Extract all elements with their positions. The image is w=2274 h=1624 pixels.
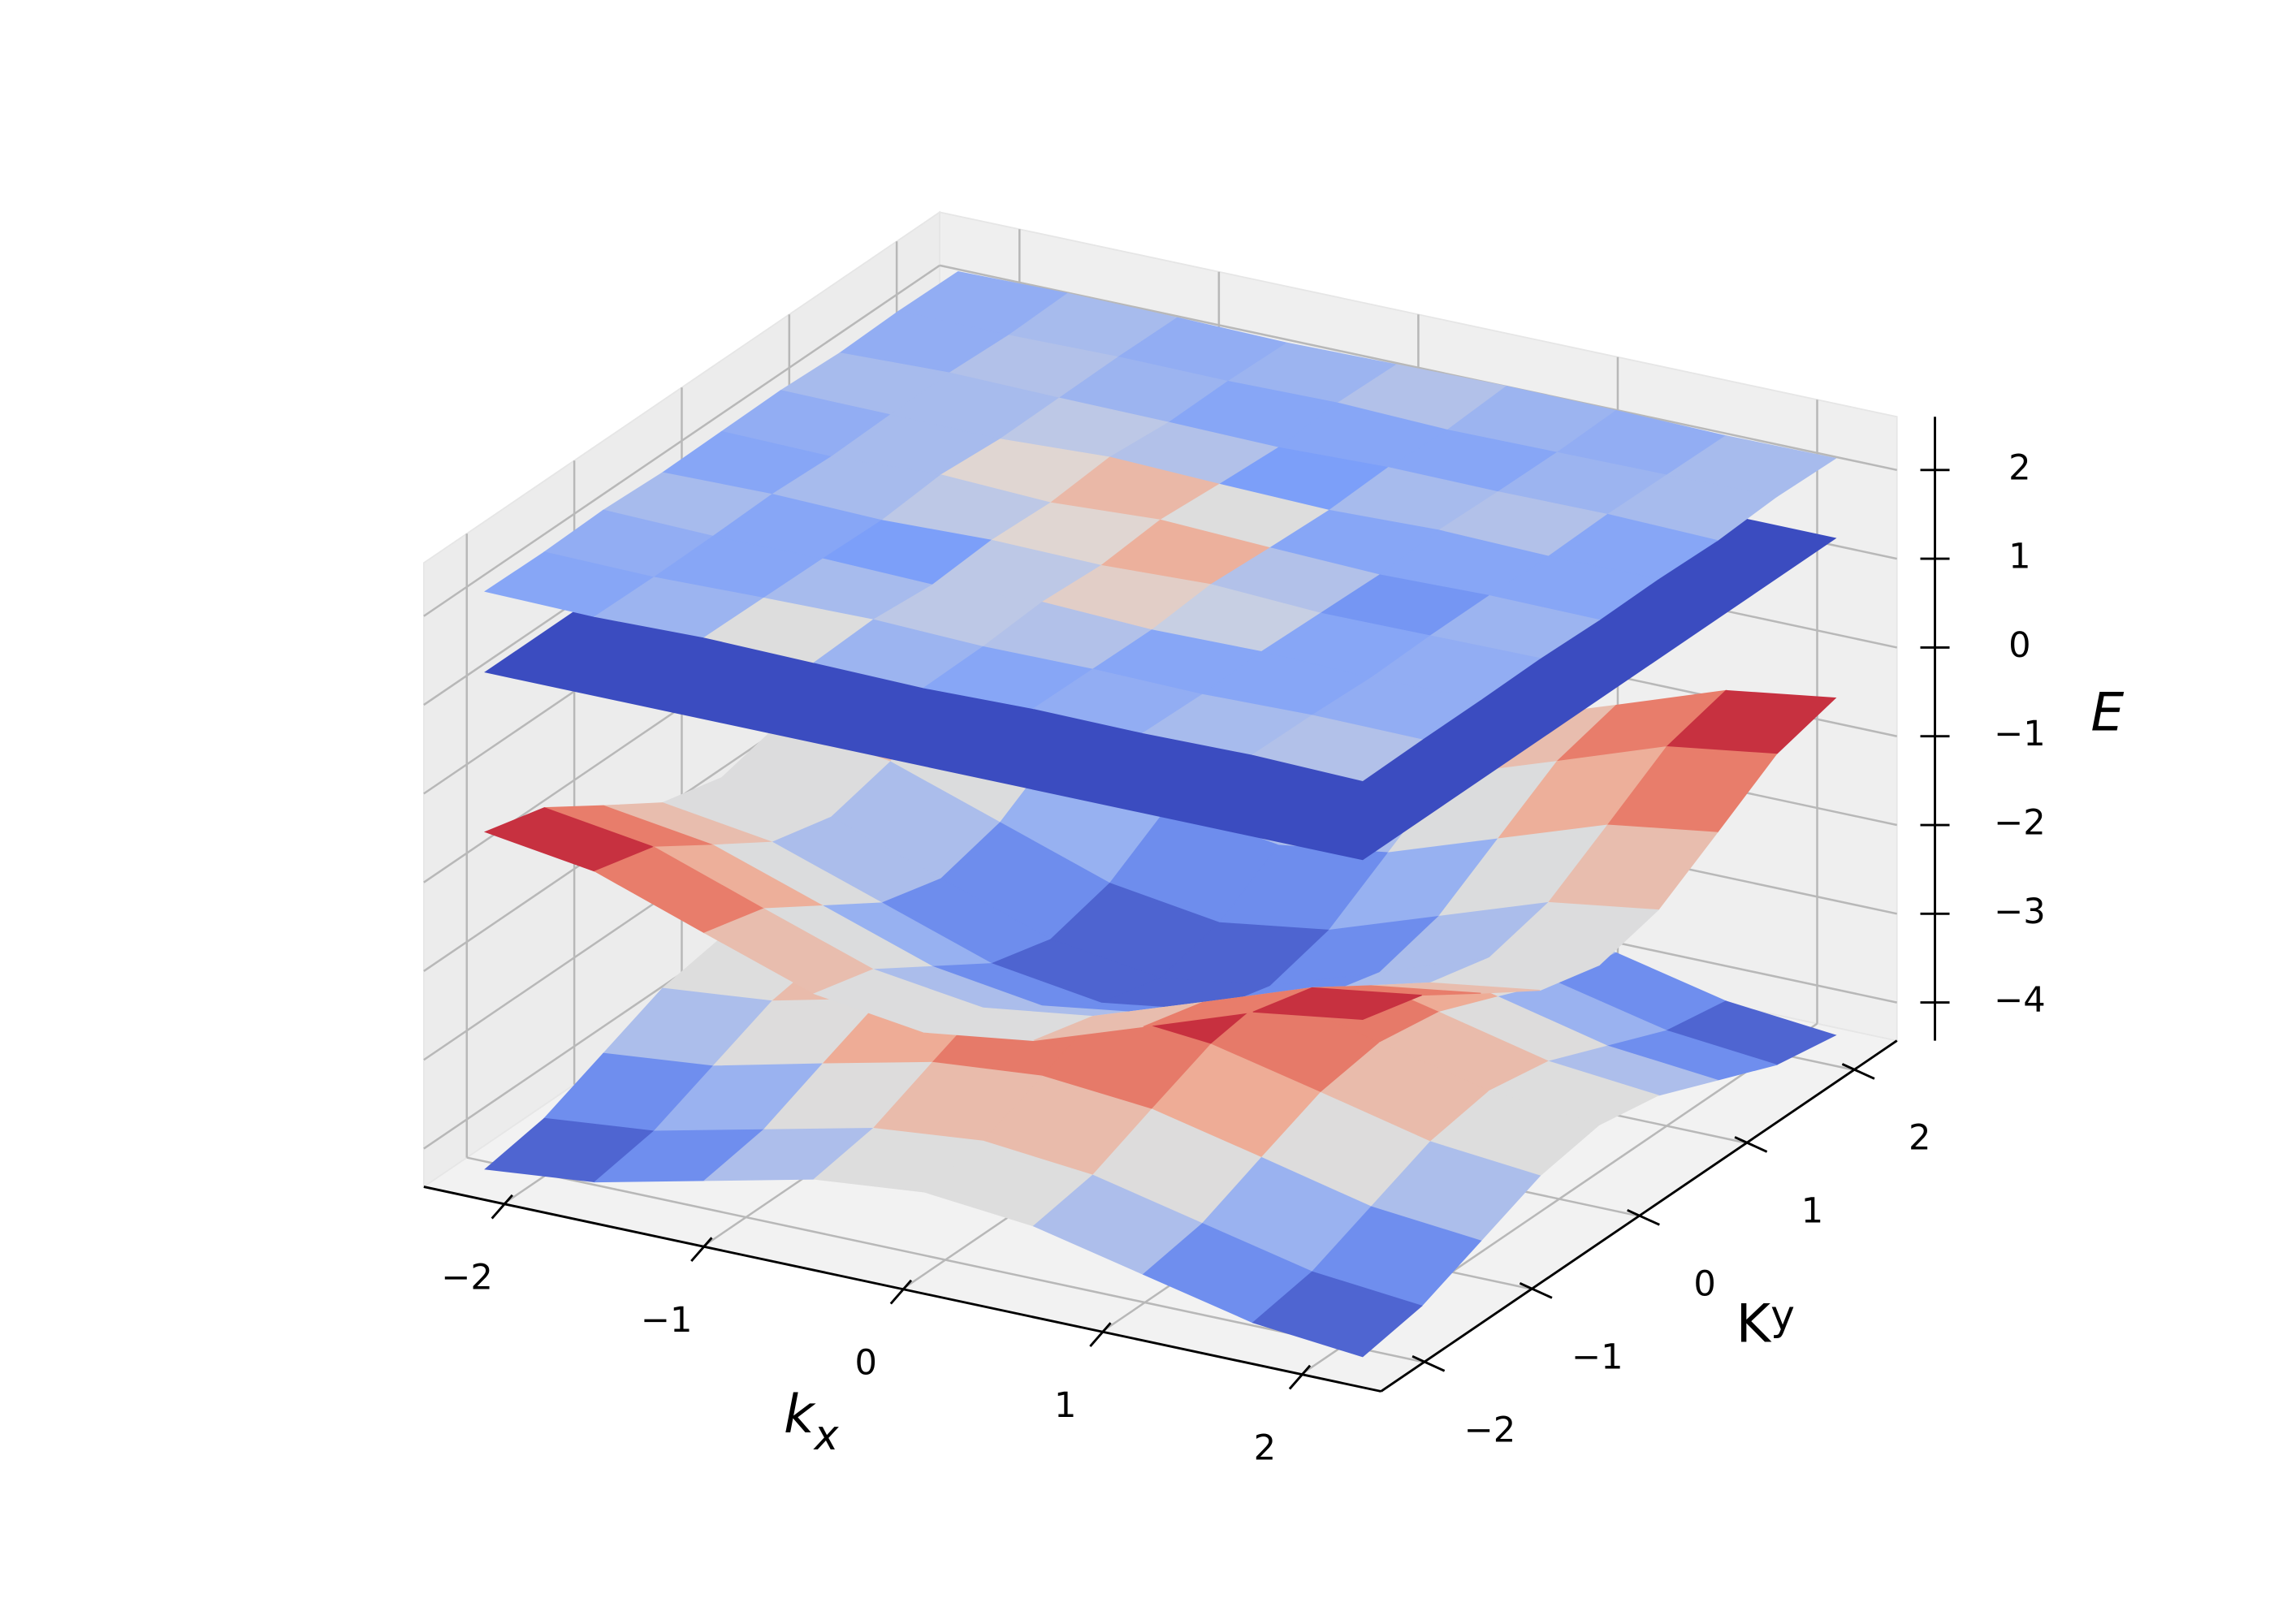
- x-label-base: k: [784, 1384, 816, 1445]
- x-axis-label: kx: [784, 1384, 840, 1458]
- y-tick: [1841, 1063, 1875, 1080]
- x-tick-label: −1: [641, 1300, 693, 1341]
- x-tick: [1288, 1364, 1312, 1390]
- z-tick-label: 2: [2008, 447, 2030, 488]
- y-tick: [1734, 1136, 1768, 1153]
- surface-cell: [1252, 987, 1422, 1021]
- surface-cell: [1252, 715, 1423, 782]
- grid-line: [423, 264, 940, 617]
- y-tick-label: 2: [1909, 1117, 1930, 1158]
- y-tick: [1412, 1354, 1446, 1372]
- z-tick-label: −1: [1994, 714, 2046, 754]
- x-tick: [491, 1194, 513, 1220]
- y-label-base: K: [1736, 1294, 1772, 1354]
- surfaces: [483, 271, 1837, 1358]
- x-tick-label: 2: [1254, 1428, 1276, 1469]
- surface-cell: [1252, 1271, 1423, 1358]
- x-tick-label: 0: [854, 1343, 876, 1384]
- x-tick: [690, 1237, 713, 1262]
- z-tick-label: 1: [2008, 537, 2030, 577]
- z-axis-label: E: [2090, 683, 2124, 744]
- y-axis-label: Ky: [1736, 1291, 1795, 1354]
- z-tick-label: −2: [1994, 803, 2046, 844]
- grid-line: [939, 264, 1897, 472]
- grid-line: [466, 1156, 1424, 1363]
- x-label-sub: x: [813, 1411, 840, 1459]
- x-tick: [889, 1279, 913, 1305]
- x-tick: [1089, 1322, 1112, 1347]
- y-tick-label: −2: [1464, 1410, 1516, 1450]
- x-tick-label: 1: [1054, 1385, 1076, 1426]
- y-label-sub: y: [1770, 1291, 1795, 1339]
- z-tick-label: −3: [1994, 892, 2046, 932]
- z-tick-label: 0: [2008, 625, 2030, 666]
- z-tick-label: −4: [1994, 980, 2046, 1021]
- y-tick: [1519, 1282, 1553, 1299]
- x-tick-label: −2: [441, 1258, 493, 1298]
- y-tick: [1627, 1209, 1660, 1226]
- y-tick-label: 1: [1801, 1190, 1823, 1231]
- y-tick-label: 0: [1693, 1263, 1715, 1304]
- axes: −2 −1 0 1 2 −2 −1 0 1 2 −4 −3 −2 −1 0 1 2: [423, 417, 2046, 1469]
- y-tick-label: −1: [1571, 1337, 1623, 1377]
